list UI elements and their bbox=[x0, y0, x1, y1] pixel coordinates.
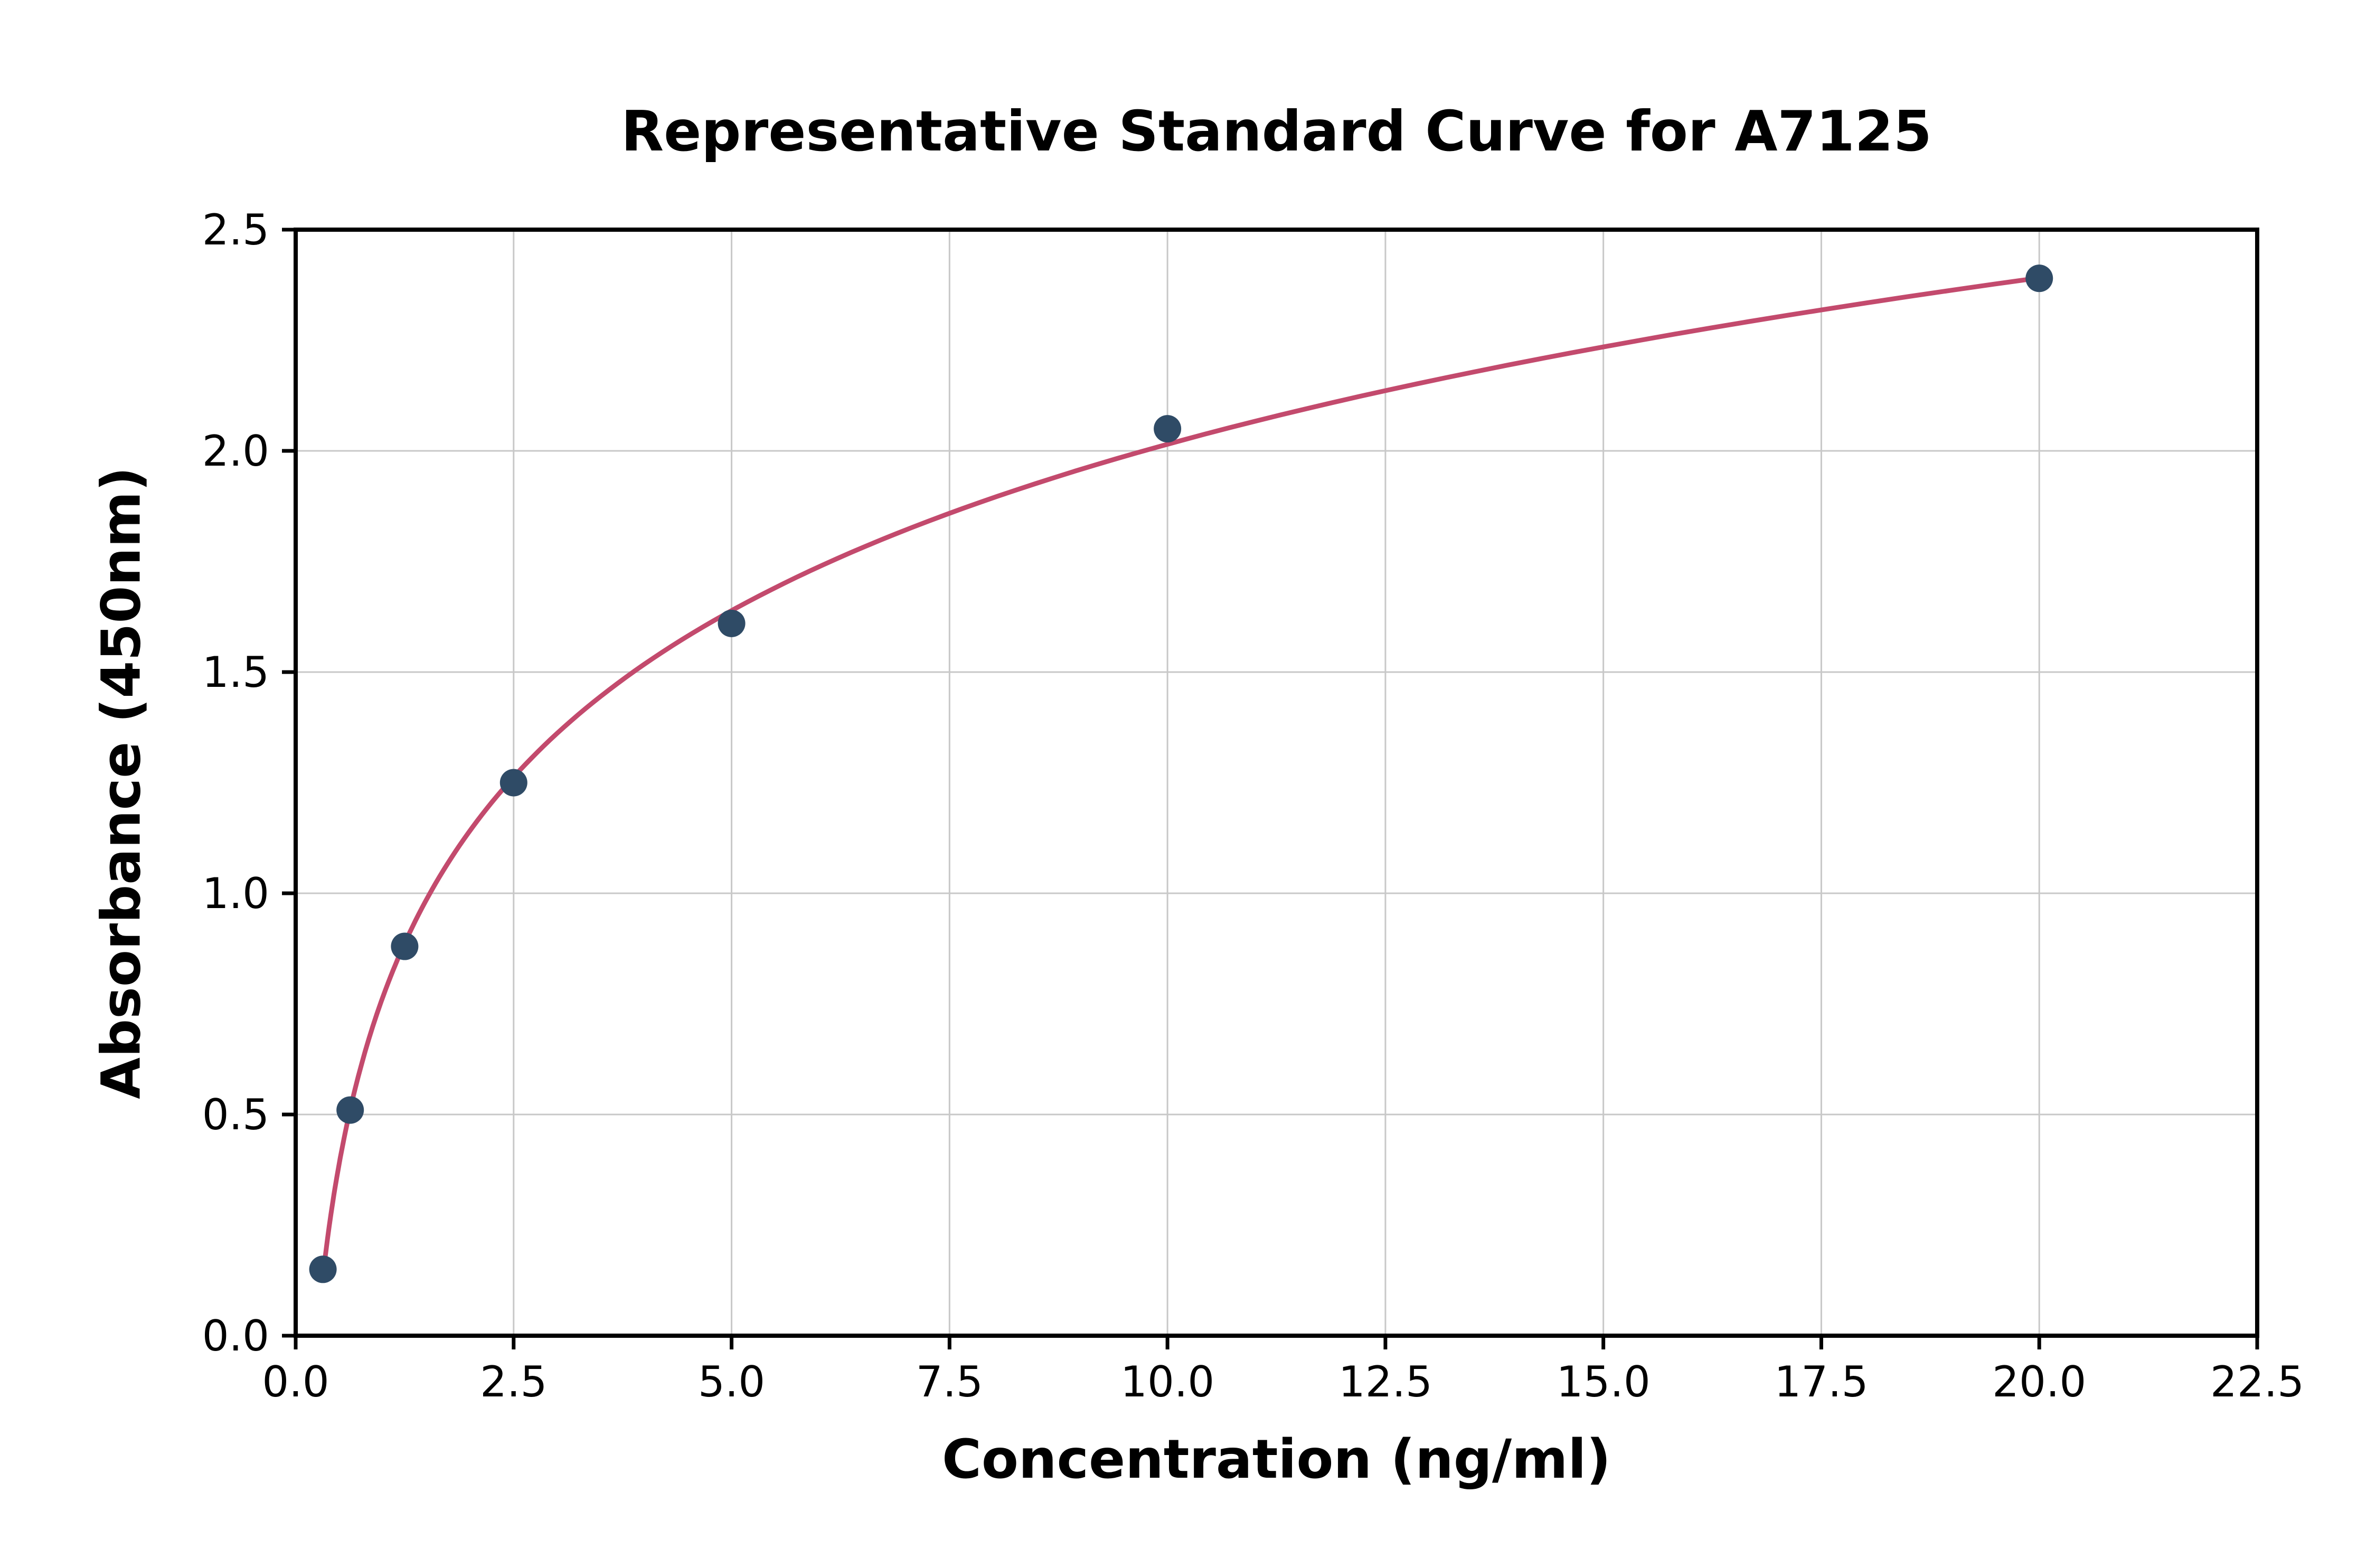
x-tick-label: 0.0 bbox=[262, 1357, 329, 1406]
data-point bbox=[2025, 265, 2053, 292]
x-tick-label: 2.5 bbox=[480, 1357, 547, 1406]
y-tick-label: 1.0 bbox=[202, 869, 269, 918]
x-tick-label: 20.0 bbox=[1992, 1357, 2086, 1406]
y-tick-label: 2.5 bbox=[202, 205, 269, 254]
data-point bbox=[391, 932, 419, 960]
x-tick-label: 22.5 bbox=[2210, 1357, 2304, 1406]
y-tick-label: 1.5 bbox=[202, 648, 269, 697]
plot-border bbox=[294, 228, 2259, 1338]
x-tick-label: 10.0 bbox=[1120, 1357, 1214, 1406]
x-tick-label: 17.5 bbox=[1774, 1357, 1868, 1406]
x-axis-label: Concentration (ng/ml) bbox=[942, 1428, 1611, 1491]
data-point bbox=[718, 609, 746, 637]
x-tick-label: 7.5 bbox=[916, 1357, 983, 1406]
data-point bbox=[499, 769, 527, 797]
x-tick-label: 15.0 bbox=[1557, 1357, 1651, 1406]
x-tick-label: 5.0 bbox=[698, 1357, 765, 1406]
y-tick-label: 0.0 bbox=[202, 1311, 269, 1361]
data-point bbox=[336, 1096, 364, 1124]
data-point bbox=[1154, 415, 1182, 443]
data-point bbox=[309, 1255, 337, 1283]
x-tick-label: 12.5 bbox=[1338, 1357, 1432, 1406]
y-tick-label: 2.0 bbox=[202, 427, 269, 476]
y-tick-label: 0.5 bbox=[202, 1090, 269, 1139]
chart-title: Representative Standard Curve for A7125 bbox=[621, 99, 1932, 164]
